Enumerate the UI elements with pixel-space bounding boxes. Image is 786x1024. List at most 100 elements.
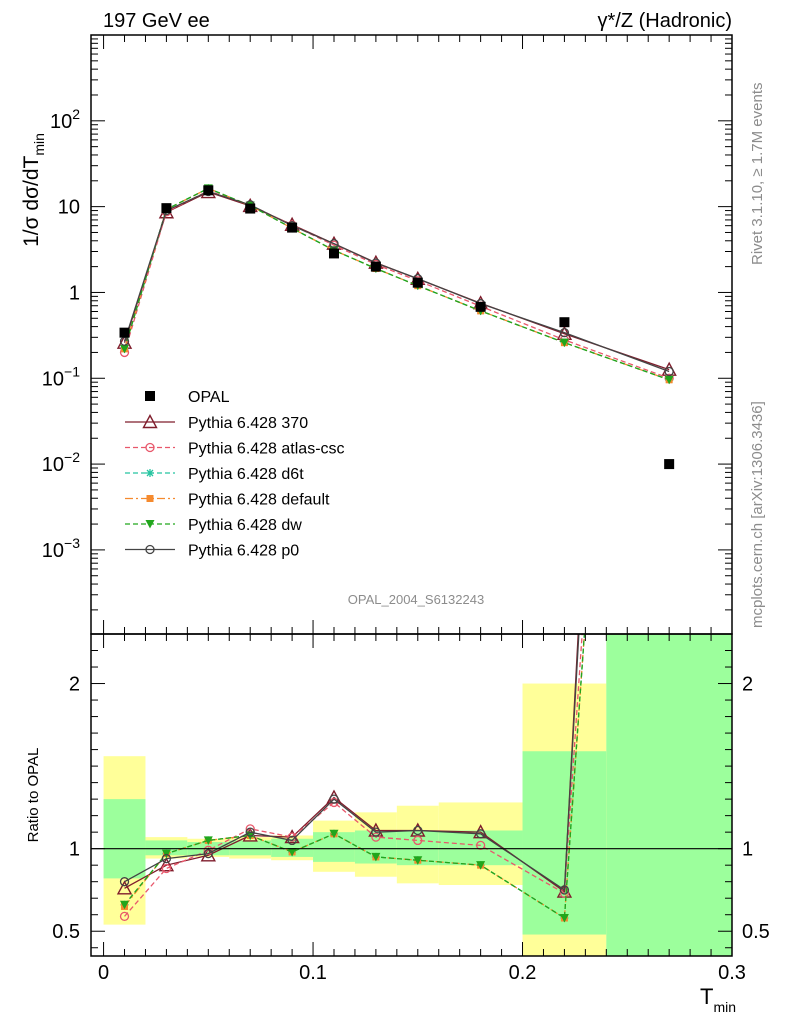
ratio-y-tick-label-right: 1: [742, 839, 753, 861]
legend-marker-p370: [142, 414, 158, 429]
svg-text:Tmin: Tmin: [700, 984, 736, 1015]
mcplots-label: mcplots.cern.ch [arXiv:1306.3436]: [749, 401, 766, 628]
ratio-point-p0: [475, 829, 486, 839]
legend-label-d6t: Pythia 6.428 d6t: [188, 466, 304, 483]
ratio-point-p0: [413, 825, 423, 836]
ratio-point-p0: [245, 827, 255, 837]
band-green-9: [522, 751, 607, 935]
x-axis-label: Tmin: [700, 984, 736, 1015]
data-point-opal: [203, 185, 214, 196]
ratio-series-p0: [119, 634, 580, 895]
ratio-point-p370: [158, 857, 175, 872]
legend-marker-p0: [145, 544, 155, 555]
main-point-p0: [664, 366, 674, 377]
analysis-id-label: OPAL_2004_S6132243: [348, 592, 484, 607]
data-point-opal: [161, 203, 172, 214]
data-point-opal: [475, 301, 486, 312]
legend-marker-atlascsc: [145, 442, 155, 453]
main-line-dw: [123, 187, 670, 381]
band-green-1: [145, 840, 188, 856]
ratio-y-tick-label: 0.5: [52, 921, 80, 943]
x-tick-label: 0.1: [299, 962, 327, 984]
ratio-y-tick-label: 2: [69, 674, 80, 696]
band-green-10: [606, 634, 732, 956]
rivet-version-label: Rivet 3.1.10, ≥ 1.7M events: [749, 83, 766, 266]
main-point-dw: [120, 344, 130, 354]
ratio-y-tick-label: 1: [69, 839, 80, 861]
main-series-default: [121, 184, 673, 384]
data-point-opal: [412, 277, 423, 288]
main-series-p370: [116, 184, 677, 376]
ratio-point-dw: [476, 861, 486, 870]
ratio-point-p0: [161, 853, 172, 864]
ratio-point-dw: [559, 914, 569, 923]
data-point-opal: [664, 459, 675, 470]
legend-marker-opal: [145, 391, 155, 401]
legend-label-atlascsc: Pythia 6.428 atlas-csc: [188, 441, 345, 458]
main-series-d6t: [120, 184, 674, 384]
main-line-p370: [123, 191, 670, 371]
legend-label-p0: Pythia 6.428 p0: [188, 543, 299, 560]
data-point-opal: [328, 248, 339, 259]
main-line-p0: [123, 190, 670, 373]
legend-marker-dw: [145, 520, 155, 529]
y-tick-label: 10−2: [42, 449, 80, 476]
legend-item-p370: Pythia 6.428 370: [125, 414, 308, 432]
main-point-p0: [329, 239, 339, 249]
main-point-dw: [664, 375, 674, 385]
main-point-dw: [559, 338, 569, 348]
legend-item-p0: Pythia 6.428 p0: [125, 543, 299, 560]
legend-item-atlascsc: Pythia 6.428 atlas-csc: [125, 441, 345, 458]
main-series-dw: [120, 184, 674, 385]
ratio-y-tick-label-right: 2: [742, 674, 753, 696]
x-tick-label: 0: [98, 962, 109, 984]
ratio-point-dw: [329, 829, 339, 839]
legend-label-default: Pythia 6.428 default: [188, 492, 330, 509]
band-green-0: [103, 799, 146, 879]
legend-item-d6t: Pythia 6.428 d6t: [125, 466, 304, 483]
main-line-atlascsc: [123, 190, 670, 379]
y-tick-label: 102: [50, 106, 80, 133]
legend-marker-default: [146, 495, 154, 502]
main-y-axis-label: 1/σ dσ/dTmin: [20, 133, 47, 247]
y-tick-label: 1: [69, 282, 80, 304]
ratio-uncertainty-bands: [103, 634, 732, 956]
ratio-frame: [90, 633, 733, 957]
ratio-point-p0: [287, 835, 297, 846]
ratio-y-tick-label-right: 0.5: [742, 921, 770, 943]
ratio-line-p0: [124, 634, 580, 892]
x-tick-label: 0.2: [509, 962, 537, 984]
ratio-point-dw: [287, 847, 297, 857]
data-point-opal: [559, 317, 570, 328]
ratio-point-atlascsc: [119, 911, 130, 922]
main-line-d6t: [123, 187, 670, 381]
ratio-point-p0: [203, 848, 213, 859]
legend: OPAL Pythia 6.428 370 Pythia 6.428 atlas-c…: [125, 389, 345, 560]
legend-label-opal: OPAL: [188, 389, 230, 406]
energy-label: 197 GeV ee: [103, 10, 210, 32]
ratio-point-atlascsc: [203, 845, 213, 855]
band-green-3: [229, 840, 272, 856]
data-point-opal: [370, 261, 381, 272]
ratio-point-atlascsc: [371, 832, 381, 842]
main-point-p0: [559, 328, 570, 338]
ratio-point-atlascsc: [475, 840, 486, 851]
ratio-point-p0: [371, 827, 381, 837]
ratio-point-dw: [413, 856, 423, 865]
legend-marker-d6t: [146, 469, 154, 477]
ratio-point-atlascsc: [413, 835, 423, 846]
y-tick-label: 10−3: [42, 535, 80, 562]
legend-item-default: Pythia 6.428 default: [125, 492, 330, 509]
ratio-point-atlascsc: [161, 863, 172, 874]
legend-label-p370: Pythia 6.428 370: [188, 415, 308, 432]
svg-text:1/σ dσ/dTmin: 1/σ dσ/dTmin: [20, 133, 47, 247]
ratio-point-dw: [203, 836, 213, 845]
ratio-point-p0: [329, 794, 339, 804]
legend-label-dw: Pythia 6.428 dw: [188, 517, 302, 534]
x-tick-label: 0.3: [718, 962, 746, 984]
ratio-point-dw: [120, 900, 130, 910]
y-tick-label: 10: [58, 197, 80, 219]
ratio-point-p0: [559, 885, 570, 895]
main-series-p0: [119, 186, 674, 377]
